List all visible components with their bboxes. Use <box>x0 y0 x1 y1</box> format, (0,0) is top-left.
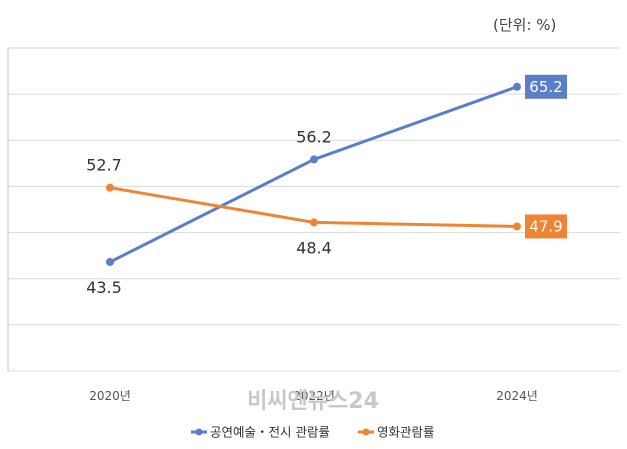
data-label: 52.7 <box>86 156 122 175</box>
data-point <box>106 183 114 192</box>
data-label: 43.5 <box>86 278 122 297</box>
data-point <box>106 257 114 266</box>
x-tick-label: 2022년 <box>293 389 335 403</box>
data-point <box>310 155 318 164</box>
data-point <box>310 218 318 227</box>
series-line <box>109 85 518 264</box>
legend: 공연예술・전시 관람률 영화관람률 <box>191 425 435 440</box>
data-point <box>513 222 521 231</box>
watermark: 비씨엔뉴스24 <box>247 389 379 414</box>
data-label: 47.9 <box>529 217 562 235</box>
legend-marker-dot <box>362 428 370 436</box>
legend-label: 영화관람률 <box>377 425 435 440</box>
unit-label: (단위: %) <box>493 16 557 34</box>
legend-label: 공연예술・전시 관람률 <box>210 425 330 440</box>
x-tick-labels: 2020년 2022년 2024년 <box>89 389 538 403</box>
watermark-text: 비씨엔뉴스24 <box>247 389 379 414</box>
series-layer <box>106 82 521 266</box>
data-label-box <box>525 214 567 239</box>
data-label-box <box>525 74 567 99</box>
data-point <box>513 82 521 91</box>
data-label: 65.2 <box>529 78 562 96</box>
x-tick-label: 2020년 <box>89 389 131 403</box>
data-labels: 43.5 56.2 65.2 52.7 48.4 47.9 <box>86 74 567 297</box>
data-label: 56.2 <box>296 127 332 146</box>
legend-marker-dot <box>195 428 203 436</box>
x-tick-label: 2024년 <box>496 389 538 403</box>
gridlines <box>8 47 620 372</box>
data-label: 48.4 <box>296 238 332 257</box>
